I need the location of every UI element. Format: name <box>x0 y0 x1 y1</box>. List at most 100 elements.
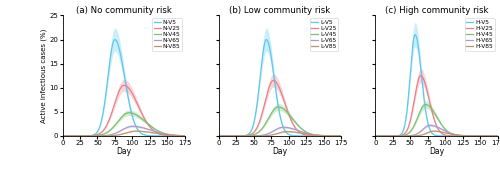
Line: N-V85: N-V85 <box>62 131 184 136</box>
N-V25 <box>60 135 66 137</box>
L-V45 <box>254 132 260 134</box>
N-V45 <box>60 135 66 137</box>
H-V45 <box>482 135 488 137</box>
L-V25 <box>254 126 260 128</box>
N-V85 <box>182 135 188 137</box>
N-V65 <box>98 135 104 137</box>
L-V85 <box>254 135 260 137</box>
H-V5 <box>452 135 458 137</box>
H-V25 <box>468 135 473 137</box>
Line: L-V25: L-V25 <box>219 80 341 136</box>
N-V65 <box>130 125 136 127</box>
N-V85 <box>155 133 161 135</box>
H-V5 <box>406 79 412 82</box>
Line: L-V45: L-V45 <box>219 107 341 136</box>
Title: (c) High community risk: (c) High community risk <box>384 6 488 15</box>
L-V25 <box>246 134 252 136</box>
L-V5 <box>311 135 317 137</box>
Line: H-V25: H-V25 <box>376 76 498 136</box>
L-V65 <box>296 130 302 132</box>
L-V5 <box>216 135 222 137</box>
Line: H-V5: H-V5 <box>376 35 498 136</box>
N-V25 <box>94 134 100 136</box>
Line: L-V5: L-V5 <box>219 40 341 136</box>
L-V5 <box>338 135 344 137</box>
Title: (b) Low community risk: (b) Low community risk <box>230 6 330 15</box>
N-V45 <box>155 130 161 132</box>
L-V45 <box>326 135 332 137</box>
H-V25 <box>494 135 500 137</box>
H-V85 <box>494 135 500 137</box>
N-V45 <box>182 135 188 137</box>
N-V25 <box>98 132 104 134</box>
H-V45 <box>494 135 500 137</box>
H-V25 <box>452 135 458 137</box>
N-V5 <box>98 121 104 123</box>
H-V5 <box>411 37 417 39</box>
L-V5 <box>264 39 270 41</box>
N-V5 <box>140 133 146 135</box>
N-V85 <box>170 134 176 136</box>
L-V65 <box>246 135 252 137</box>
Legend: H-V5, H-V25, H-V45, H-V65, H-V85: H-V5, H-V25, H-V45, H-V65, H-V85 <box>464 18 494 51</box>
Line: N-V65: N-V65 <box>62 126 184 136</box>
L-V85 <box>246 135 252 137</box>
L-V5 <box>250 124 256 126</box>
Line: N-V25: N-V25 <box>62 85 184 136</box>
L-V5 <box>326 135 332 137</box>
H-V5 <box>402 122 408 124</box>
L-V5 <box>254 99 260 101</box>
N-V45 <box>140 119 146 121</box>
H-V65 <box>406 135 412 137</box>
L-V45 <box>246 135 252 137</box>
H-V65 <box>402 135 408 137</box>
L-V45 <box>338 135 344 137</box>
L-V25 <box>326 135 332 137</box>
H-V25 <box>402 132 408 134</box>
L-V45 <box>296 126 302 128</box>
N-V85 <box>94 135 100 137</box>
N-V5 <box>182 135 188 137</box>
L-V85 <box>284 131 290 133</box>
N-V45 <box>90 135 96 137</box>
L-V45 <box>250 134 256 136</box>
N-V45 <box>94 135 100 137</box>
L-V65 <box>326 135 332 137</box>
N-V65 <box>94 135 100 137</box>
H-V45 <box>422 104 428 106</box>
N-V65 <box>140 127 146 129</box>
N-V45 <box>98 134 104 136</box>
N-V25 <box>155 132 161 134</box>
L-V65 <box>250 135 256 137</box>
N-V25 <box>182 135 188 137</box>
H-V25 <box>406 122 412 124</box>
X-axis label: Day: Day <box>116 147 131 157</box>
L-V25 <box>311 135 317 137</box>
X-axis label: Day: Day <box>272 147 287 157</box>
H-V45 <box>452 134 458 136</box>
N-V25 <box>121 84 127 86</box>
L-V65 <box>254 135 260 137</box>
N-V85 <box>133 130 139 132</box>
N-V45 <box>126 112 132 114</box>
L-V5 <box>246 133 252 135</box>
L-V25 <box>216 135 222 137</box>
N-V65 <box>60 135 66 137</box>
N-V85 <box>90 135 96 137</box>
N-V5 <box>94 131 100 133</box>
N-V45 <box>170 134 176 136</box>
Line: N-V5: N-V5 <box>62 40 184 136</box>
N-V25 <box>170 135 176 137</box>
Title: (a) No community risk: (a) No community risk <box>76 6 172 15</box>
L-V85 <box>296 132 302 134</box>
H-V45 <box>402 134 408 136</box>
N-V65 <box>170 134 176 136</box>
L-V85 <box>311 134 317 136</box>
H-V85 <box>406 135 412 137</box>
H-V5 <box>372 135 378 137</box>
Y-axis label: Active infectious cases (%): Active infectious cases (%) <box>40 29 46 123</box>
L-V65 <box>280 126 286 128</box>
Line: H-V85: H-V85 <box>376 131 498 136</box>
H-V85 <box>468 135 473 137</box>
H-V5 <box>412 34 418 36</box>
